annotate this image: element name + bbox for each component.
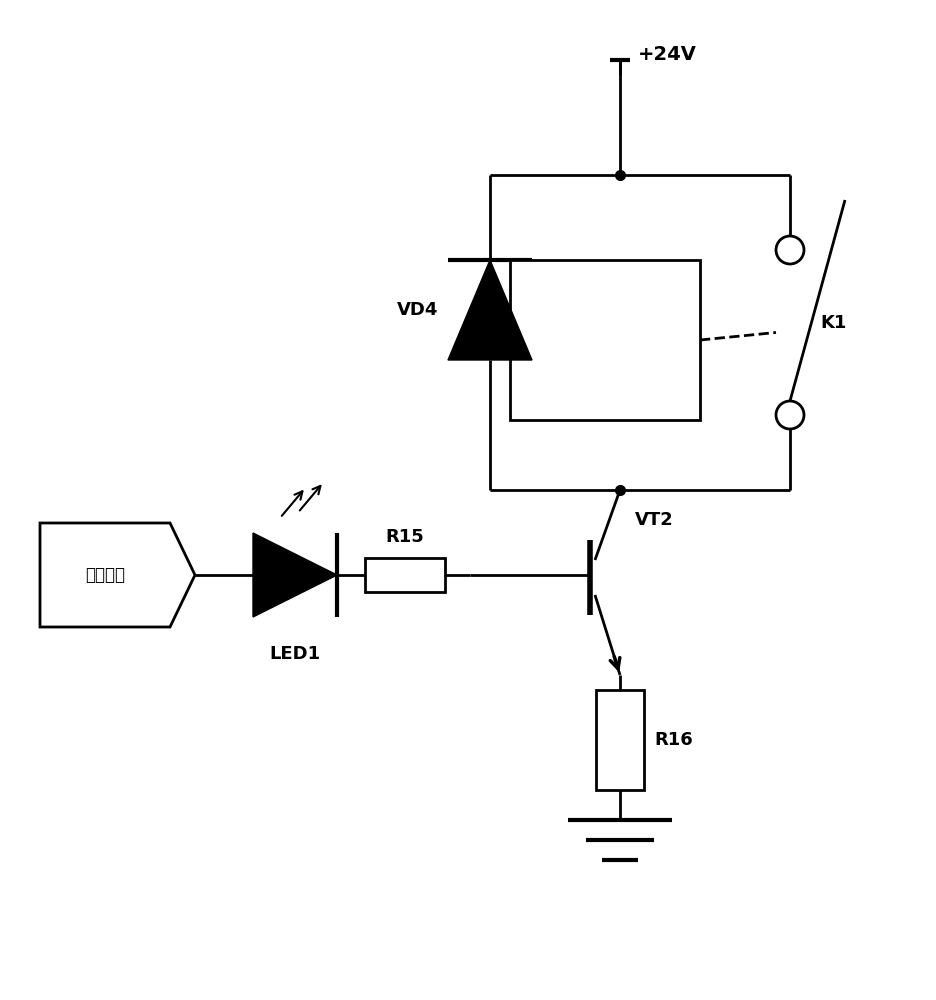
Bar [365,558,445,592]
Text: R16: R16 [654,731,693,749]
Text: VT2: VT2 [635,511,674,529]
Text: LED1: LED1 [270,645,320,663]
Bar [510,260,700,420]
Text: +24V: +24V [638,45,697,64]
Text: K1: K1 [820,314,846,332]
Polygon shape [40,523,195,627]
Text: 微处理器: 微处理器 [85,566,125,584]
Text: VD4: VD4 [397,301,438,319]
Bar [596,690,644,790]
Text: R15: R15 [386,528,424,546]
Polygon shape [448,260,532,360]
Polygon shape [253,533,337,617]
